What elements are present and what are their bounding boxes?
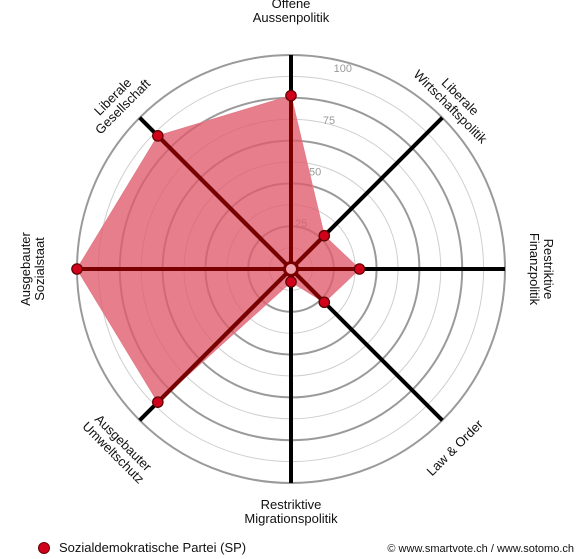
center-hub-inner xyxy=(286,264,296,274)
tick-label: 75 xyxy=(323,115,335,127)
axis-label-line: Aussenpolitik xyxy=(253,10,330,25)
legend-marker xyxy=(38,541,50,554)
axis-label-line: Ausgebauter xyxy=(18,231,33,305)
axis-label-line: Restriktive xyxy=(261,497,322,512)
legend-label: Sozialdemokratische Partei (SP) xyxy=(59,540,247,555)
credit-text: © www.smartvote.ch / www.sotomo.ch xyxy=(387,543,574,555)
data-point xyxy=(285,276,297,288)
data-point xyxy=(152,130,164,142)
axis-label-line: Sozialstaat xyxy=(32,237,47,301)
data-point xyxy=(318,229,331,242)
data-point xyxy=(71,263,83,275)
data-point xyxy=(285,89,297,102)
axis-label-line: Offene xyxy=(272,0,311,11)
legend: Sozialdemokratische Partei (SP) xyxy=(38,540,246,555)
axis-label: Ausgebauter Sozialstaat xyxy=(18,231,47,305)
tick-label: 50 xyxy=(309,166,321,178)
axis-spoke-value xyxy=(156,267,293,404)
chart-axes xyxy=(77,55,505,483)
axis-spoke-value xyxy=(156,134,293,271)
axis-label-line: Restriktive xyxy=(541,239,556,300)
axis-label-line: Law & Order xyxy=(424,416,487,479)
tick-label: 100 xyxy=(334,63,352,75)
data-point xyxy=(318,296,331,309)
axis-label: Law & Order xyxy=(424,416,487,479)
data-point xyxy=(152,396,164,408)
axis-label-line: Finanzpolitik xyxy=(527,233,542,306)
series-markers xyxy=(71,89,366,408)
axis-label-line: Migrationspolitik xyxy=(244,511,338,526)
data-point xyxy=(353,263,366,275)
